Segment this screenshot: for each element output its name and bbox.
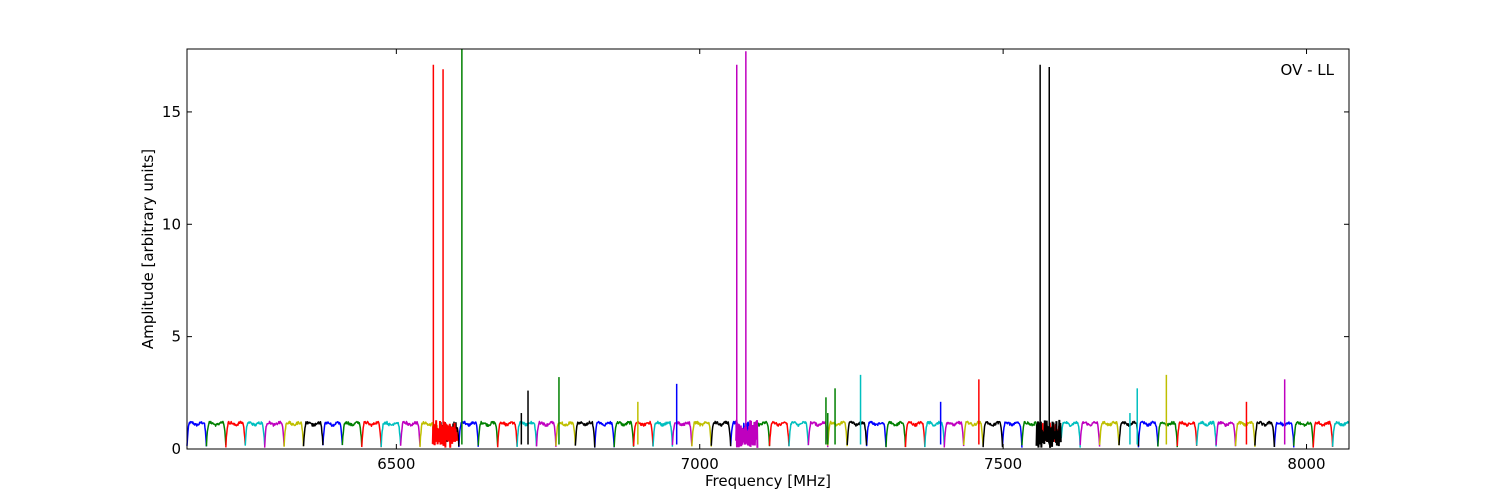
passband-series-1-channel-1 xyxy=(341,420,363,447)
passband-series-5-channel-0 xyxy=(283,420,305,447)
y-tick-label-0: 0 xyxy=(171,440,181,458)
x-axis-label: Frequency [MHz] xyxy=(705,472,831,490)
passband-series-2-channel-3 xyxy=(632,420,654,447)
y-axis-label: Amplitude [arbitrary units] xyxy=(139,149,157,349)
passband-series-1-channel-0 xyxy=(205,420,227,447)
x-tick-label-2: 7500 xyxy=(984,455,1022,473)
passband-series-4-channel-3 xyxy=(671,421,693,446)
series-layer xyxy=(186,419,1350,448)
passband-series-3-channel-1 xyxy=(380,420,402,448)
passband-series-5-channel-6 xyxy=(1098,420,1120,446)
passband-series-3-channel-7 xyxy=(1195,420,1217,447)
passband-series-4-channel-4 xyxy=(807,420,829,448)
passband-series-6-channel-5 xyxy=(982,420,1004,448)
passband-series-0-channel-5 xyxy=(865,420,887,448)
passband-series-2-channel-7 xyxy=(1176,420,1198,447)
x-tick-label-0: 6500 xyxy=(377,455,415,473)
passband-series-3-channel-6 xyxy=(1060,420,1081,448)
passband-series-2-channel-2 xyxy=(496,421,518,448)
passband-series-1-channel-3 xyxy=(613,420,635,448)
passband-series-6-channel-3 xyxy=(710,420,732,447)
passband-series-3-channel-4 xyxy=(788,420,810,447)
passband-series-1-channel-8 xyxy=(1293,421,1314,448)
passband-series-2-channel-5 xyxy=(904,420,926,448)
passband-series-6-channel-6 xyxy=(1118,420,1140,447)
passband-series-4-channel-1 xyxy=(399,420,421,446)
passband-series-5-channel-4 xyxy=(827,420,848,447)
passband-series-3-channel-3 xyxy=(652,420,674,447)
passband-series-0-channel-0 xyxy=(186,420,208,447)
x-tick-label-3: 8000 xyxy=(1287,455,1325,473)
passband-series-4-channel-7 xyxy=(1215,420,1237,447)
passband-series-6-channel-4 xyxy=(846,420,868,446)
passband-series-5-channel-7 xyxy=(1234,420,1256,447)
spike-layer xyxy=(432,49,1286,445)
passband-series-1-channel-5 xyxy=(885,420,907,448)
passband-series-1-channel-7 xyxy=(1157,420,1179,448)
passband-series-4-channel-6 xyxy=(1079,421,1101,447)
passband-series-4-channel-5 xyxy=(943,420,965,448)
plot-area xyxy=(187,49,1349,449)
passband-series-6-channel-0 xyxy=(302,420,324,447)
noise-region-1 xyxy=(735,419,759,448)
chart-annotation: OV - LL xyxy=(1281,61,1335,79)
passband-series-5-channel-3 xyxy=(691,420,713,447)
passband-series-6-channel-7 xyxy=(1254,420,1276,447)
passband-series-2-channel-1 xyxy=(361,420,382,448)
y-tick-label-3: 15 xyxy=(162,103,181,121)
y-axis-ticks: 0 5 10 15 xyxy=(162,103,1349,458)
passband-series-5-channel-5 xyxy=(962,420,984,446)
passband-series-2-channel-8 xyxy=(1312,420,1334,448)
passband-series-3-channel-2 xyxy=(516,420,538,448)
passband-series-3-channel-0 xyxy=(244,421,266,446)
passband-series-3-channel-8 xyxy=(1331,420,1350,447)
passband-series-2-channel-0 xyxy=(225,420,246,448)
y-tick-label-2: 10 xyxy=(162,215,181,233)
passband-series-2-channel-4 xyxy=(768,420,790,447)
x-axis-ticks: 6500 7000 7500 8000 xyxy=(377,49,1326,473)
passband-series-0-channel-1 xyxy=(322,421,344,446)
x-tick-label-1: 7000 xyxy=(681,455,719,473)
passband-series-0-channel-3 xyxy=(594,420,615,448)
noise-region-0 xyxy=(431,420,459,448)
plot-frame xyxy=(186,48,1350,450)
passband-series-4-channel-0 xyxy=(263,420,285,448)
passband-series-4-channel-2 xyxy=(535,420,557,447)
passband-series-0-channel-6 xyxy=(1001,421,1023,448)
y-tick-label-1: 5 xyxy=(171,328,181,346)
passband-series-0-channel-7 xyxy=(1137,420,1159,448)
passband-series-6-channel-2 xyxy=(574,420,596,448)
passband-series-1-channel-2 xyxy=(477,420,499,447)
